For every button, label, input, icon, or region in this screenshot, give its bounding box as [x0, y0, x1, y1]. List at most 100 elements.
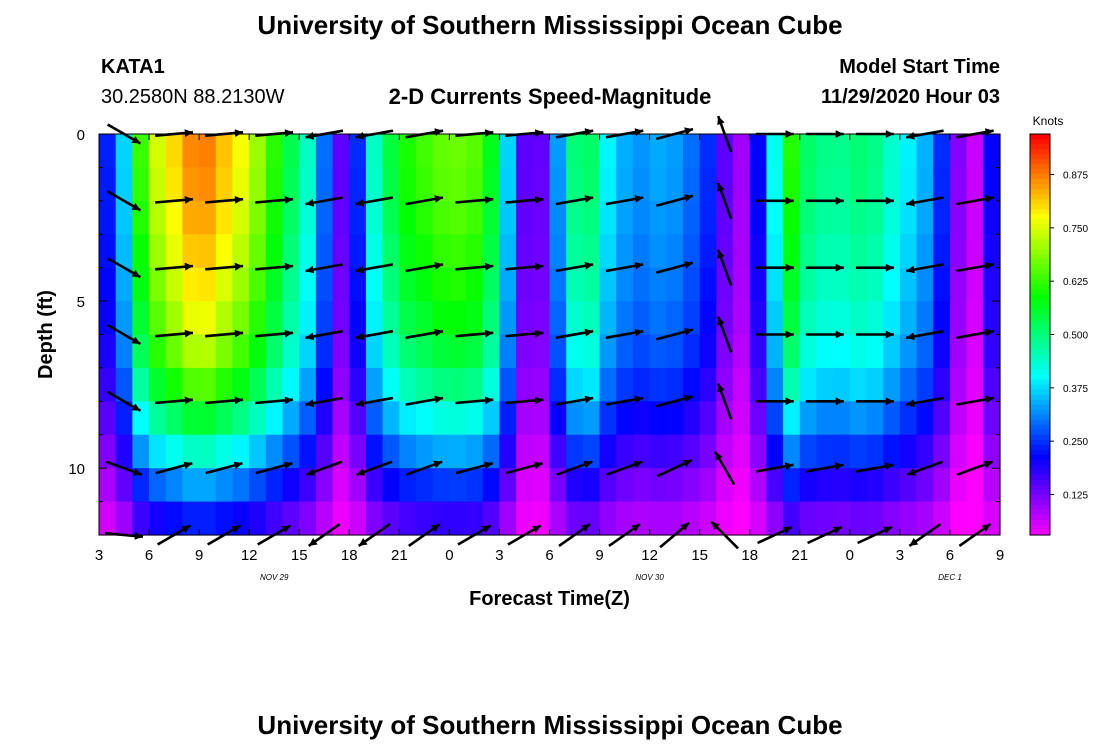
heatmap-cell: [99, 367, 117, 402]
heatmap-cell: [933, 334, 951, 369]
heatmap-cell: [883, 134, 901, 169]
heatmap-cell: [132, 234, 150, 269]
heatmap-cell: [883, 401, 901, 436]
heatmap-cell: [466, 434, 484, 469]
heatmap-cell: [149, 334, 167, 369]
heatmap-cell: [416, 200, 434, 235]
heatmap-cell: [215, 301, 234, 336]
colorbar-swatch: [1030, 519, 1050, 526]
colorbar-swatch: [1030, 134, 1050, 140]
colorbar-tick-label: 0.625: [1063, 277, 1088, 288]
heatmap-cell: [149, 200, 167, 235]
date-label: NOV 30: [635, 573, 664, 582]
colorbar-swatch: [1030, 149, 1050, 155]
heatmap-cell: [666, 234, 684, 269]
heatmap-cell: [432, 468, 450, 503]
heatmap-cell: [265, 501, 284, 536]
heatmap-cell: [582, 334, 601, 369]
heatmap-cell: [549, 434, 567, 469]
heatmap-cell: [232, 301, 250, 336]
heatmap-cell: [282, 134, 300, 169]
heatmap-cell: [516, 334, 534, 369]
heatmap-cell: [499, 501, 517, 536]
heatmap-cell: [766, 267, 784, 302]
heatmap-cell: [482, 167, 501, 202]
heatmap-cell: [516, 501, 534, 536]
heatmap-cell: [866, 301, 884, 336]
current-vector-arrow: [355, 196, 394, 207]
heatmap-cell: [232, 401, 250, 436]
colorbar-swatch: [1030, 439, 1050, 446]
heatmap-cell: [215, 434, 234, 469]
heatmap-cell: [599, 167, 617, 202]
heatmap-cell: [199, 267, 217, 302]
heatmap-cell: [899, 501, 918, 536]
heatmap-cell: [582, 267, 601, 302]
heatmap-cell: [983, 200, 1001, 235]
heatmap-cell: [466, 200, 484, 235]
colorbar-swatch: [1030, 504, 1050, 511]
heatmap-cell: [416, 501, 434, 536]
heatmap-cell: [666, 501, 684, 536]
heatmap-cell: [649, 501, 667, 536]
heatmap-cell: [416, 434, 434, 469]
heatmap-cell: [666, 334, 684, 369]
heatmap-cell: [649, 167, 667, 202]
x-tick-label: 3: [495, 547, 503, 564]
colorbar-swatch: [1030, 184, 1050, 190]
heatmap-cell: [516, 167, 534, 202]
heatmap-cell: [149, 134, 167, 169]
heatmap-cell: [899, 468, 918, 503]
colorbar-swatch: [1030, 174, 1050, 180]
heatmap-cell: [149, 434, 167, 469]
heatmap-cell: [382, 167, 400, 202]
heatmap-cell: [816, 167, 834, 202]
current-vector-arrow: [455, 396, 494, 405]
heatmap-cell: [265, 167, 284, 202]
heatmap-cell: [349, 267, 367, 302]
heatmap-cell: [816, 367, 834, 402]
heatmap-cell: [916, 267, 934, 302]
heatmap-cell: [799, 167, 818, 202]
heatmap-cell: [499, 167, 517, 202]
heatmap-cell: [983, 367, 1001, 402]
heatmap-cell: [632, 367, 651, 402]
heatmap-cell: [165, 434, 184, 469]
current-vector-arrow: [155, 461, 193, 475]
current-vector-arrow: [905, 329, 944, 341]
heatmap-cell: [883, 200, 901, 235]
heatmap-cell: [399, 200, 417, 235]
heatmap-cell: [733, 200, 751, 235]
heatmap-cell: [816, 267, 834, 302]
heatmap-cell: [282, 200, 300, 235]
heatmap-cell: [299, 167, 317, 202]
current-vector-arrow: [205, 329, 244, 338]
heatmap-cell: [449, 301, 467, 336]
heatmap-cell: [482, 200, 501, 235]
page-title-bottom: University of Southern Mississippi Ocean…: [257, 710, 843, 740]
heatmap-cell: [716, 468, 734, 503]
current-vector-arrow: [805, 196, 844, 205]
colorbar-swatch: [1030, 309, 1050, 316]
heatmap-cell: [249, 468, 267, 503]
heatmap-cell: [265, 134, 284, 169]
current-vector-arrow: [305, 196, 344, 207]
current-vector-arrow: [606, 460, 643, 476]
colorbar-swatch: [1030, 374, 1050, 381]
heatmap-cell: [99, 401, 117, 436]
heatmap-cell: [549, 234, 567, 269]
heatmap-cell: [933, 468, 951, 503]
colorbar-swatch: [1030, 454, 1050, 461]
heatmap-cell: [833, 434, 851, 469]
heatmap-cell: [866, 167, 884, 202]
heatmap-cell: [232, 267, 250, 302]
heatmap-cell: [883, 468, 901, 503]
heatmap-cell: [749, 501, 768, 536]
heatmap-cell: [349, 301, 367, 336]
colorbar-swatch: [1030, 189, 1050, 195]
current-vector-arrow: [755, 330, 794, 339]
heatmap-cell: [466, 367, 484, 402]
heatmap-cell: [482, 301, 501, 336]
colorbar-swatch: [1030, 294, 1050, 301]
heatmap-cell: [215, 234, 234, 269]
